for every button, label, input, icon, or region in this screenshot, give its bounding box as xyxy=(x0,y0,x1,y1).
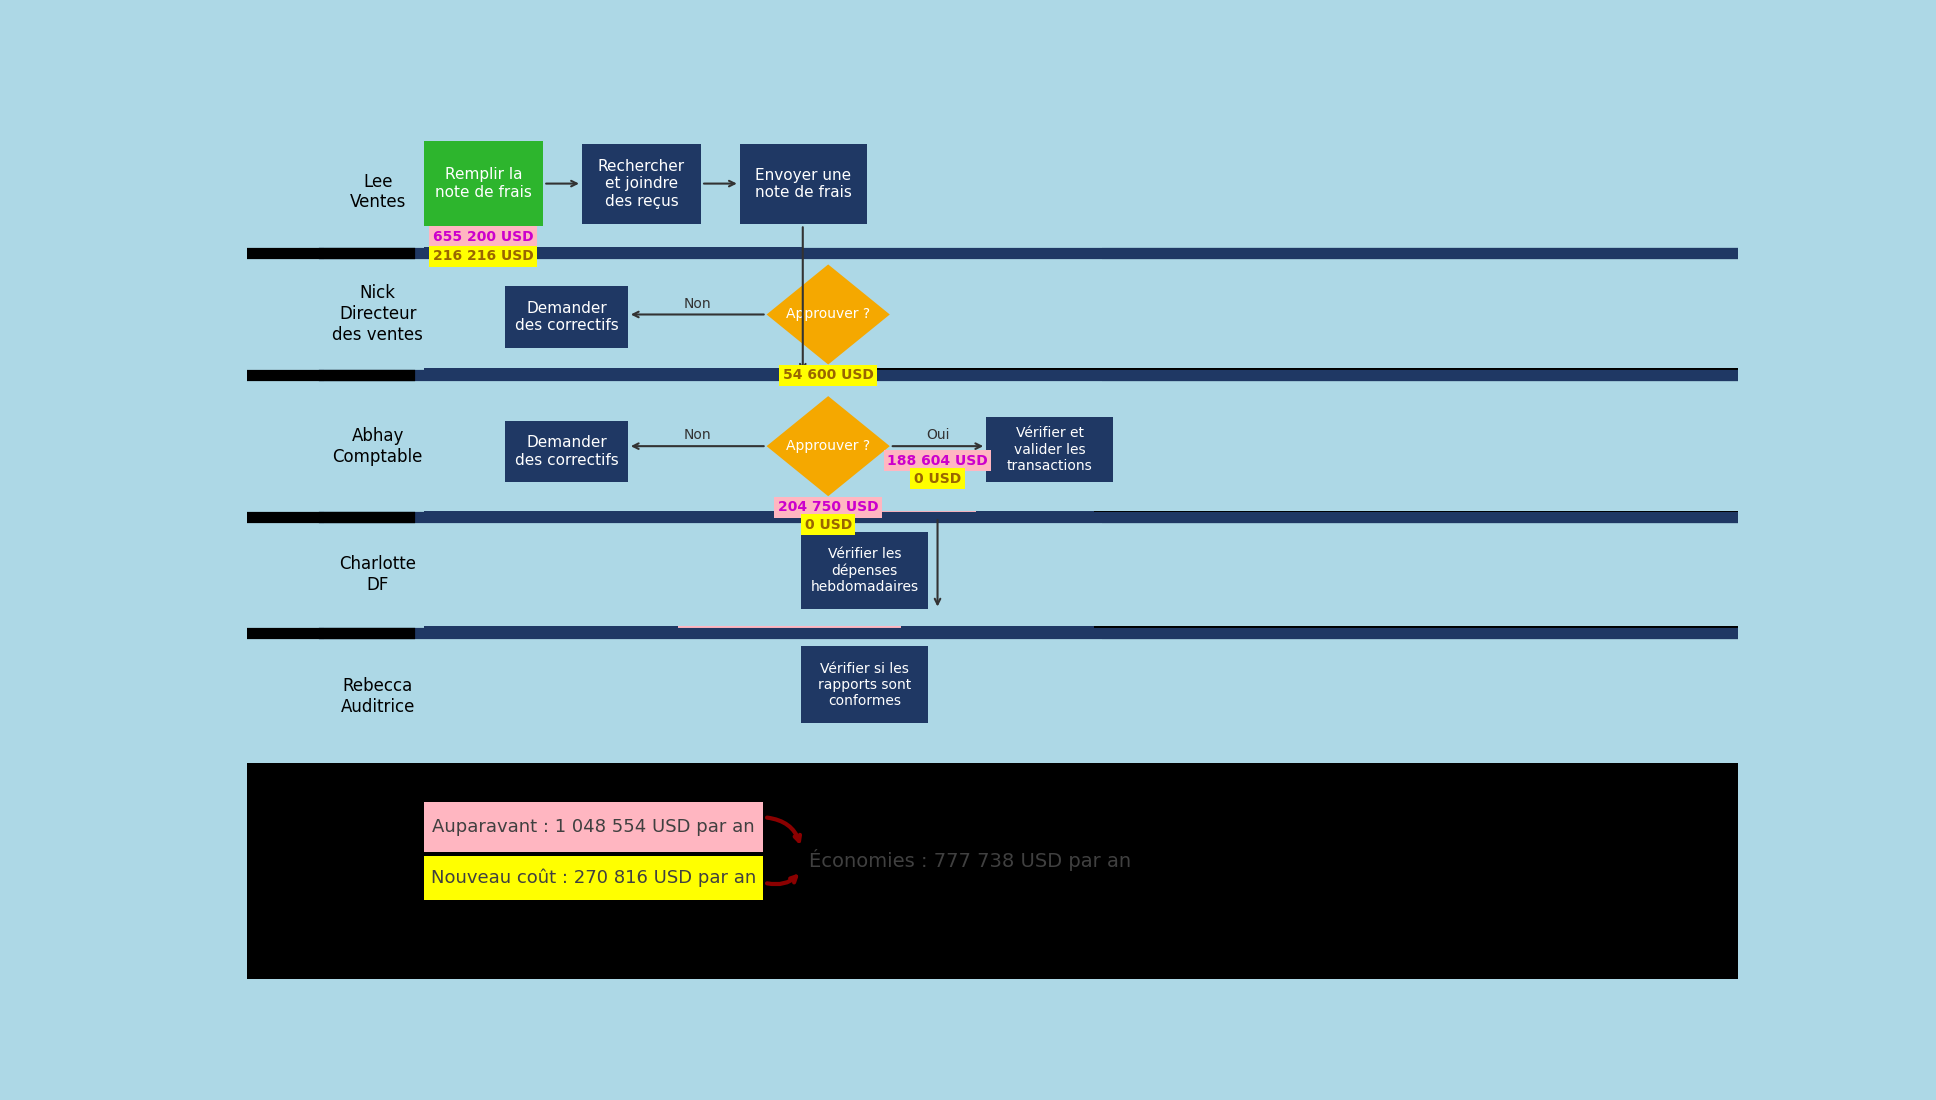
FancyBboxPatch shape xyxy=(985,417,1113,482)
Text: Oui: Oui xyxy=(925,428,951,442)
Text: Auparavant : 1 048 554 USD par an: Auparavant : 1 048 554 USD par an xyxy=(432,818,755,836)
FancyBboxPatch shape xyxy=(424,141,544,226)
FancyBboxPatch shape xyxy=(1102,763,1739,979)
FancyBboxPatch shape xyxy=(248,132,1739,763)
Text: Vérifier et
valider les
transactions: Vérifier et valider les transactions xyxy=(1007,427,1092,473)
FancyBboxPatch shape xyxy=(583,143,701,224)
FancyBboxPatch shape xyxy=(248,132,1739,979)
Text: Rebecca
Auditrice: Rebecca Auditrice xyxy=(341,676,414,716)
FancyBboxPatch shape xyxy=(424,626,678,631)
Text: Abhay
Comptable: Abhay Comptable xyxy=(333,427,422,465)
FancyBboxPatch shape xyxy=(802,647,927,724)
FancyBboxPatch shape xyxy=(1094,510,1739,516)
Text: Remplir la
note de frais: Remplir la note de frais xyxy=(436,167,532,200)
Text: 0 USD: 0 USD xyxy=(914,472,960,485)
FancyBboxPatch shape xyxy=(1094,626,1739,631)
FancyBboxPatch shape xyxy=(424,246,803,252)
Text: Non: Non xyxy=(683,297,711,310)
FancyBboxPatch shape xyxy=(740,143,867,224)
FancyBboxPatch shape xyxy=(902,626,1094,631)
FancyBboxPatch shape xyxy=(424,856,763,901)
Text: Nouveau coût : 270 816 USD par an: Nouveau coût : 270 816 USD par an xyxy=(430,869,755,888)
Text: Non: Non xyxy=(683,428,711,442)
FancyBboxPatch shape xyxy=(424,368,844,374)
Text: 0 USD: 0 USD xyxy=(805,518,852,531)
FancyBboxPatch shape xyxy=(248,763,1739,979)
FancyBboxPatch shape xyxy=(424,802,763,851)
FancyBboxPatch shape xyxy=(976,510,1094,516)
FancyBboxPatch shape xyxy=(424,510,813,516)
FancyBboxPatch shape xyxy=(323,132,1102,763)
FancyBboxPatch shape xyxy=(678,626,902,631)
FancyBboxPatch shape xyxy=(802,532,927,609)
FancyBboxPatch shape xyxy=(248,332,1739,763)
FancyBboxPatch shape xyxy=(248,763,1739,979)
Text: 188 604 USD: 188 604 USD xyxy=(887,454,987,467)
FancyBboxPatch shape xyxy=(505,286,627,348)
Text: Rechercher
et joindre
des reçus: Rechercher et joindre des reçus xyxy=(598,160,685,209)
Text: Vérifier si les
rapports sont
conformes: Vérifier si les rapports sont conformes xyxy=(819,662,912,708)
Polygon shape xyxy=(767,396,891,496)
Text: Lee
Ventes: Lee Ventes xyxy=(350,173,407,211)
Text: Économies : 777 738 USD par an: Économies : 777 738 USD par an xyxy=(809,849,1131,871)
Text: Charlotte
DF: Charlotte DF xyxy=(339,556,416,594)
Text: Vérifier les
dépenses
hebdomadaires: Vérifier les dépenses hebdomadaires xyxy=(811,548,920,594)
Text: 54 600 USD: 54 600 USD xyxy=(782,368,873,383)
Text: Approuver ?: Approuver ? xyxy=(786,439,871,453)
Text: Nick
Directeur
des ventes: Nick Directeur des ventes xyxy=(333,284,424,343)
Text: Demander
des correctifs: Demander des correctifs xyxy=(515,436,618,468)
FancyBboxPatch shape xyxy=(248,132,1739,979)
Text: 655 200 USD: 655 200 USD xyxy=(434,230,534,244)
FancyBboxPatch shape xyxy=(248,763,1739,979)
FancyBboxPatch shape xyxy=(813,510,976,516)
Polygon shape xyxy=(767,264,891,364)
FancyBboxPatch shape xyxy=(844,368,1739,374)
Text: Approuver ?: Approuver ? xyxy=(786,308,871,321)
Text: 216 216 USD: 216 216 USD xyxy=(434,249,534,263)
Text: Envoyer une
note de frais: Envoyer une note de frais xyxy=(755,168,852,200)
Text: Demander
des correctifs: Demander des correctifs xyxy=(515,300,618,333)
FancyBboxPatch shape xyxy=(505,420,627,482)
Text: 204 750 USD: 204 750 USD xyxy=(778,500,879,514)
